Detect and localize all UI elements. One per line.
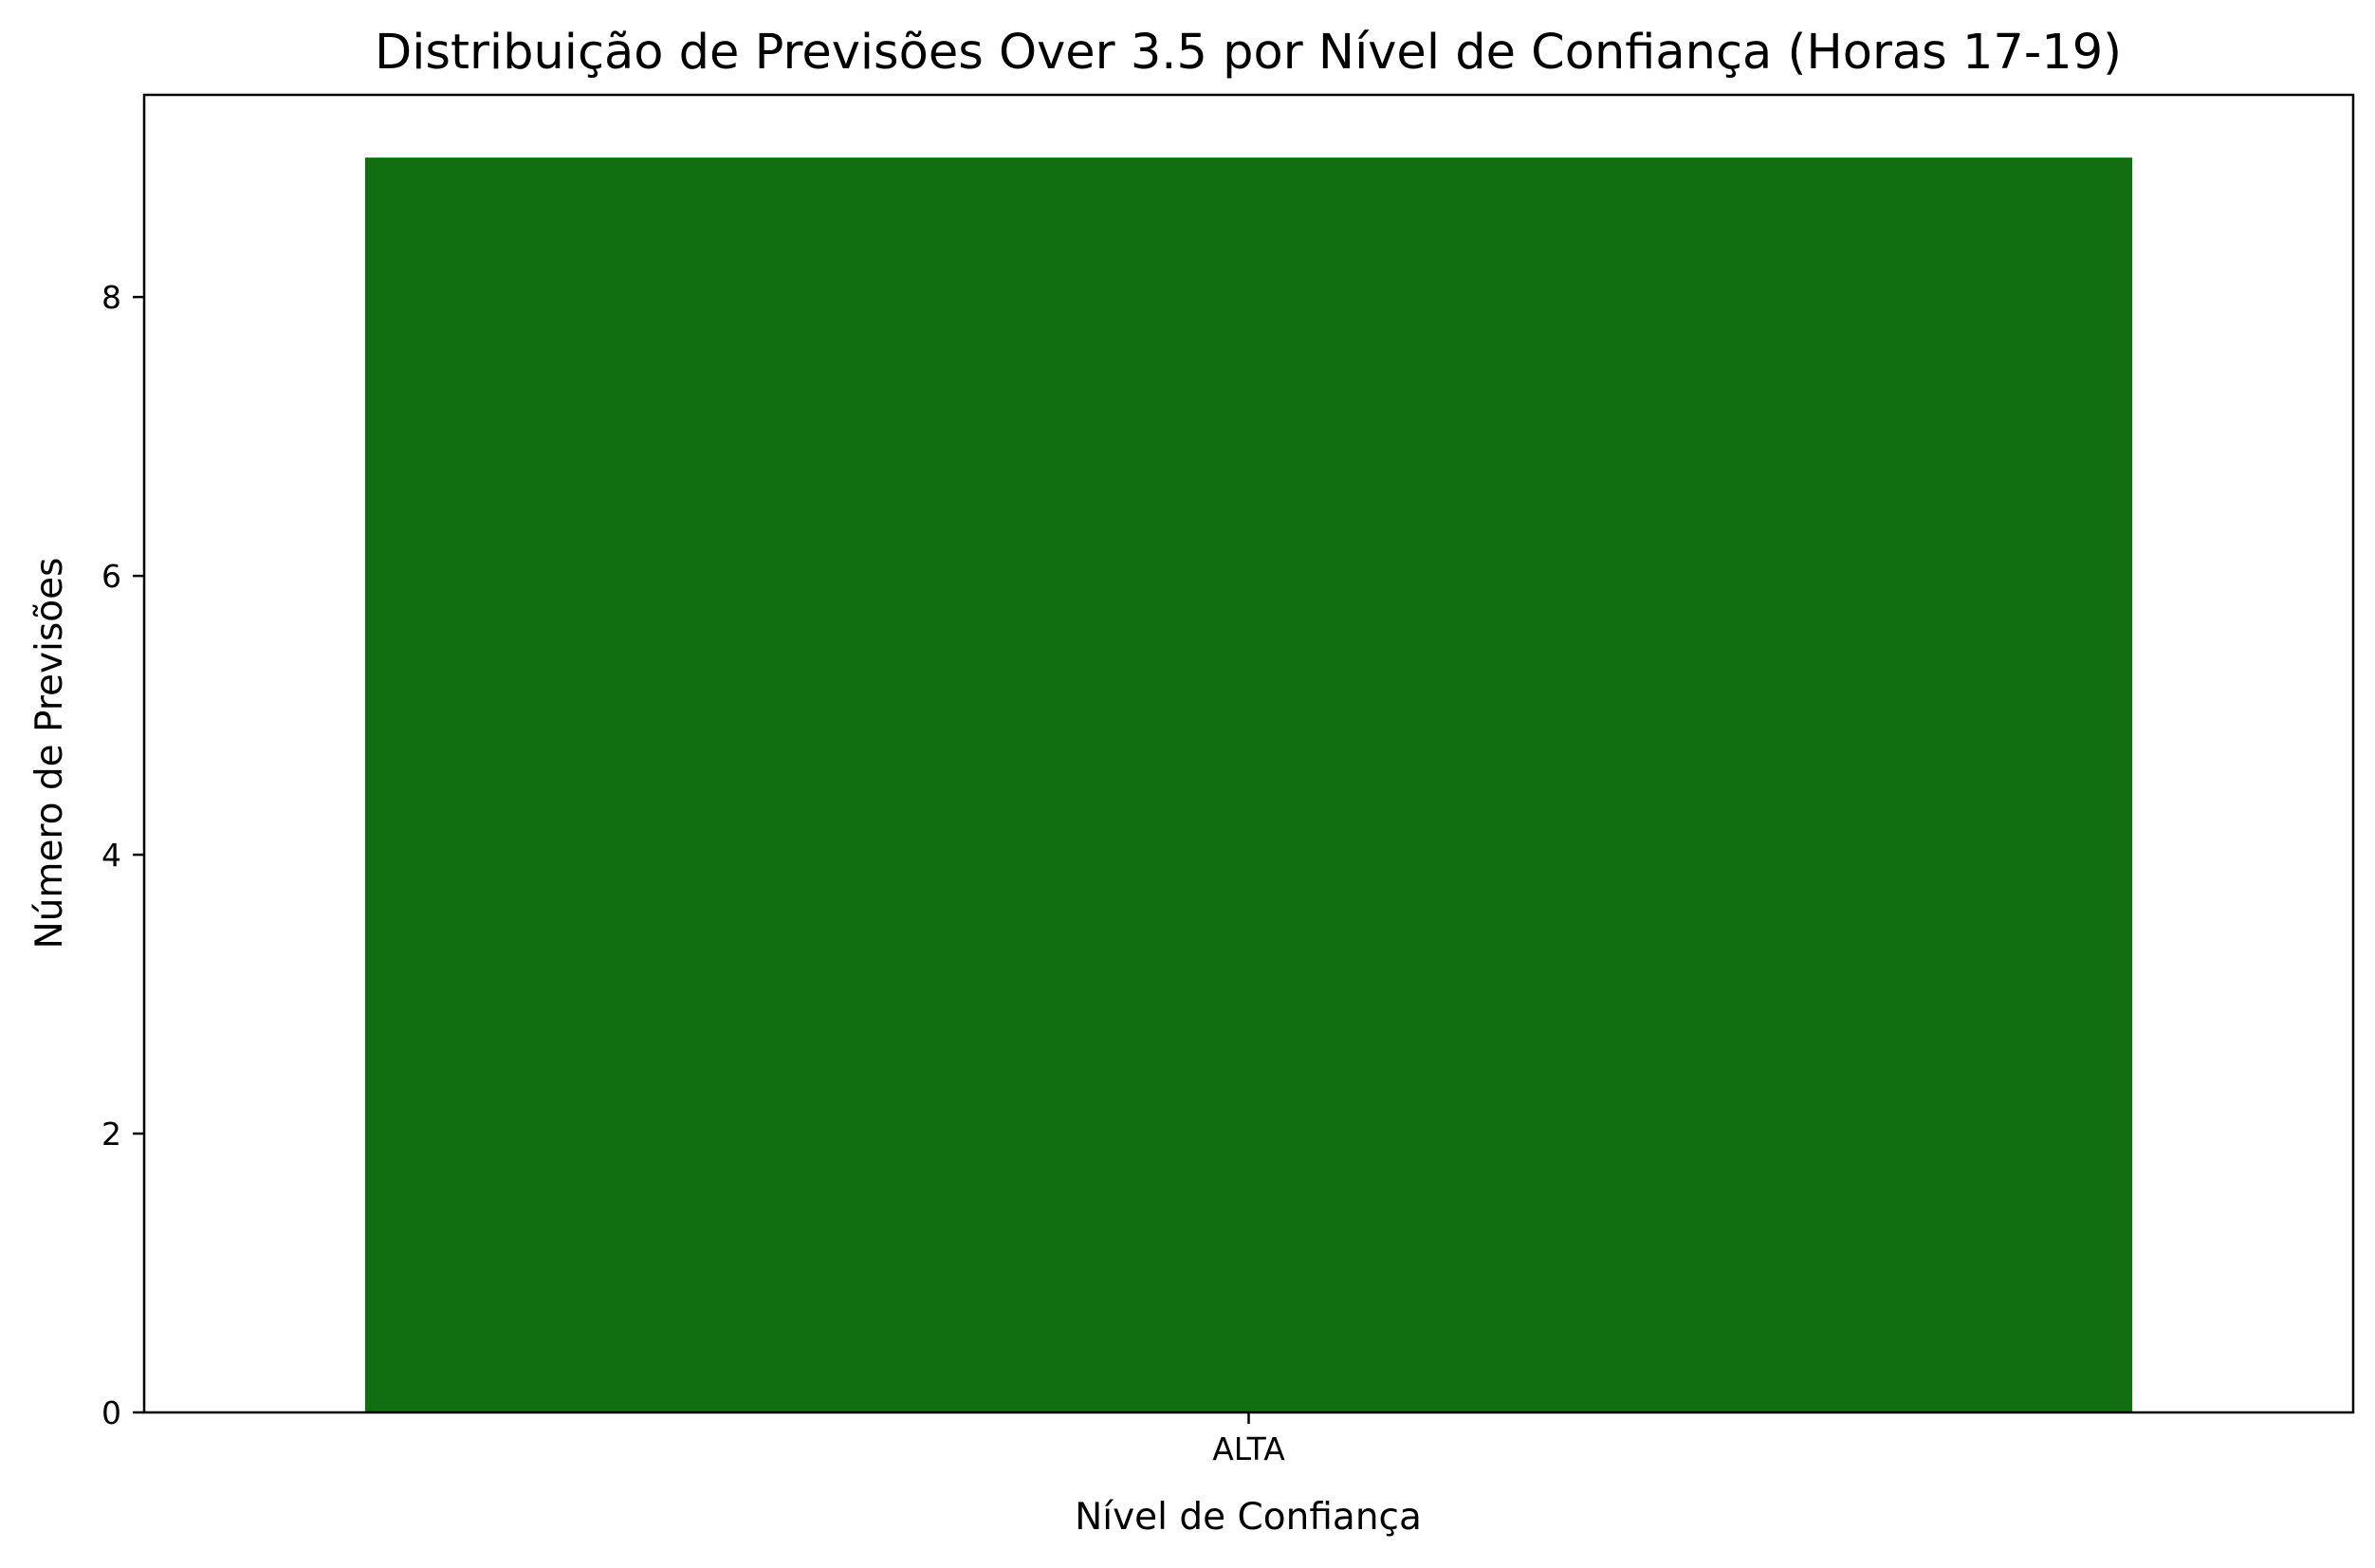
- y-tick-label: 8: [101, 279, 121, 316]
- plot-area-frame: [142, 93, 2355, 1414]
- y-tick-label: 0: [101, 1394, 121, 1431]
- chart-title: Distribuição de Previsões Over 3.5 por N…: [375, 25, 2122, 81]
- y-tick-label: 4: [101, 837, 121, 874]
- bars: [364, 157, 2133, 1413]
- y-tick-label: 2: [101, 1116, 121, 1153]
- bar: [364, 157, 2133, 1413]
- y-axis-ticks: 0 2 4 6 8: [101, 279, 144, 1431]
- y-tick-label: 6: [101, 558, 121, 595]
- x-tick-label: ALTA: [1212, 1430, 1285, 1467]
- y-axis-label: Número de Previsões: [28, 558, 71, 950]
- x-axis-label: Nível de Confiança: [1075, 1496, 1422, 1539]
- x-axis-ticks: ALTA: [1212, 1412, 1285, 1467]
